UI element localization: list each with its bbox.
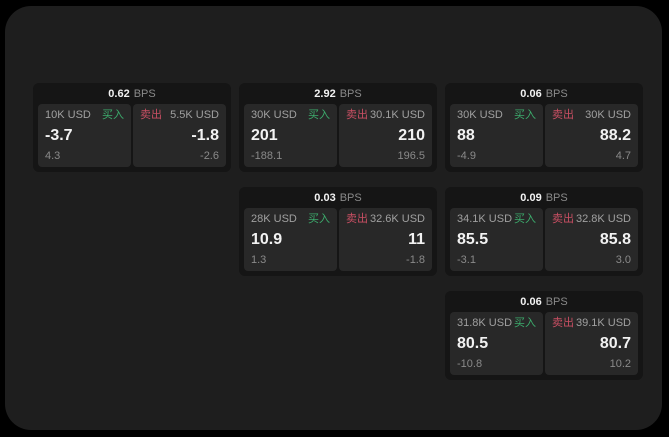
buy-amount: 30K USD: [251, 109, 297, 121]
buy-panel[interactable]: 28K USD 买入 10.9 1.3: [244, 208, 337, 271]
sell-price: 88.2: [599, 127, 631, 144]
sell-sub-value: 10.2: [609, 358, 631, 370]
sell-price: 85.8: [599, 231, 631, 248]
sell-label: 卖出: [346, 109, 368, 121]
bps-header: 2.92 BPS: [244, 83, 432, 104]
buy-label: 买入: [514, 213, 536, 225]
bps-value: 2.92: [314, 87, 336, 100]
sell-label: 卖出: [552, 109, 574, 121]
sell-panel[interactable]: 卖出 30K USD 88.2 4.7: [545, 104, 638, 167]
buy-label: 买入: [308, 109, 330, 121]
quote-panels: 34.1K USD 买入 85.5 -3.1 卖出 32.8K USD 85.8…: [450, 208, 638, 271]
sell-price: 80.7: [599, 335, 631, 352]
buy-amount: 10K USD: [45, 109, 91, 121]
sell-panel[interactable]: 卖出 30.1K USD 210 196.5: [339, 104, 432, 167]
bps-value: 0.62: [108, 87, 130, 100]
sell-label: 卖出: [552, 317, 574, 329]
sell-price: 11: [408, 231, 425, 248]
quote-card: 0.62 BPS 10K USD 买入 -3.7 4.3 卖出 5.5K USD: [33, 83, 231, 172]
buy-sub-value: -4.9: [457, 150, 476, 162]
bps-unit: BPS: [545, 295, 568, 308]
sell-sub-value: 4.7: [615, 150, 631, 162]
bps-header: 0.06 BPS: [450, 83, 638, 104]
bps-header: 0.06 BPS: [450, 291, 638, 312]
sell-amount: 30.1K USD: [369, 109, 425, 121]
buy-price: 80.5: [457, 335, 489, 352]
bps-value: 0.03: [314, 191, 336, 204]
sell-price: 210: [398, 127, 425, 144]
quote-panels: 30K USD 买入 201 -188.1 卖出 30.1K USD 210 1…: [244, 104, 432, 167]
sell-panel[interactable]: 卖出 39.1K USD 80.7 10.2: [545, 312, 638, 375]
bps-value: 0.09: [520, 191, 542, 204]
sell-amount: 30K USD: [585, 109, 631, 121]
quote-card: 0.03 BPS 28K USD 买入 10.9 1.3 卖出 32.6K US…: [239, 187, 437, 276]
sell-sub-value: 196.5: [397, 150, 425, 162]
buy-amount: 28K USD: [251, 213, 297, 225]
bps-header: 0.09 BPS: [450, 187, 638, 208]
buy-sub-value: 4.3: [45, 150, 61, 162]
sell-panel[interactable]: 卖出 5.5K USD -1.8 -2.6: [133, 104, 226, 167]
buy-sub-value: 1.3: [251, 254, 267, 266]
sell-amount: 39.1K USD: [575, 317, 631, 329]
buy-price: -3.7: [45, 127, 73, 144]
buy-panel[interactable]: 30K USD 买入 201 -188.1: [244, 104, 337, 167]
sell-price: -1.8: [191, 127, 219, 144]
bps-unit: BPS: [545, 87, 568, 100]
sell-amount: 32.6K USD: [369, 213, 425, 225]
bps-header: 0.03 BPS: [244, 187, 432, 208]
quote-card: 2.92 BPS 30K USD 买入 201 -188.1 卖出 30.1K …: [239, 83, 437, 172]
sell-label: 卖出: [140, 109, 162, 121]
sell-sub-value: 3.0: [615, 254, 631, 266]
bps-header: 0.62 BPS: [38, 83, 226, 104]
buy-panel[interactable]: 30K USD 买入 88 -4.9: [450, 104, 543, 167]
quote-card: 0.09 BPS 34.1K USD 买入 85.5 -3.1 卖出 32.8K…: [445, 187, 643, 276]
bps-unit: BPS: [339, 87, 362, 100]
bps-unit: BPS: [339, 191, 362, 204]
sell-sub-value: -2.6: [200, 150, 219, 162]
quote-card: 0.06 BPS 30K USD 买入 88 -4.9 卖出 30K USD: [445, 83, 643, 172]
buy-sub-value: -188.1: [251, 150, 283, 162]
quote-card: 0.06 BPS 31.8K USD 买入 80.5 -10.8 卖出 39.1…: [445, 291, 643, 380]
buy-panel[interactable]: 10K USD 买入 -3.7 4.3: [38, 104, 131, 167]
bps-value: 0.06: [520, 295, 542, 308]
bps-unit: BPS: [545, 191, 568, 204]
buy-panel[interactable]: 31.8K USD 买入 80.5 -10.8: [450, 312, 543, 375]
quote-panels: 30K USD 买入 88 -4.9 卖出 30K USD 88.2 4.7: [450, 104, 638, 167]
buy-label: 买入: [514, 109, 536, 121]
buy-label: 买入: [514, 317, 536, 329]
buy-price: 88: [457, 127, 475, 144]
buy-amount: 30K USD: [457, 109, 503, 121]
sell-label: 卖出: [346, 213, 368, 225]
buy-label: 买入: [308, 213, 330, 225]
bps-value: 0.06: [520, 87, 542, 100]
quote-panels: 10K USD 买入 -3.7 4.3 卖出 5.5K USD -1.8 -2.…: [38, 104, 226, 167]
sell-amount: 32.8K USD: [575, 213, 631, 225]
quote-card-grid: 0.62 BPS 10K USD 买入 -3.7 4.3 卖出 5.5K USD: [33, 83, 643, 380]
buy-price: 201: [251, 127, 278, 144]
sell-sub-value: -1.8: [406, 254, 425, 266]
quote-panels: 31.8K USD 买入 80.5 -10.8 卖出 39.1K USD 80.…: [450, 312, 638, 375]
quote-panels: 28K USD 买入 10.9 1.3 卖出 32.6K USD 11 -1.8: [244, 208, 432, 271]
buy-label: 买入: [102, 109, 124, 121]
buy-amount: 31.8K USD: [457, 317, 513, 329]
sell-label: 卖出: [552, 213, 574, 225]
bps-unit: BPS: [133, 87, 156, 100]
buy-panel[interactable]: 34.1K USD 买入 85.5 -3.1: [450, 208, 543, 271]
sell-panel[interactable]: 卖出 32.6K USD 11 -1.8: [339, 208, 432, 271]
buy-amount: 34.1K USD: [457, 213, 513, 225]
buy-price: 10.9: [251, 231, 283, 248]
sell-amount: 5.5K USD: [170, 109, 219, 121]
app-window: 0.62 BPS 10K USD 买入 -3.7 4.3 卖出 5.5K USD: [5, 6, 662, 430]
buy-price: 85.5: [457, 231, 489, 248]
buy-sub-value: -10.8: [457, 358, 483, 370]
buy-sub-value: -3.1: [457, 254, 476, 266]
sell-panel[interactable]: 卖出 32.8K USD 85.8 3.0: [545, 208, 638, 271]
